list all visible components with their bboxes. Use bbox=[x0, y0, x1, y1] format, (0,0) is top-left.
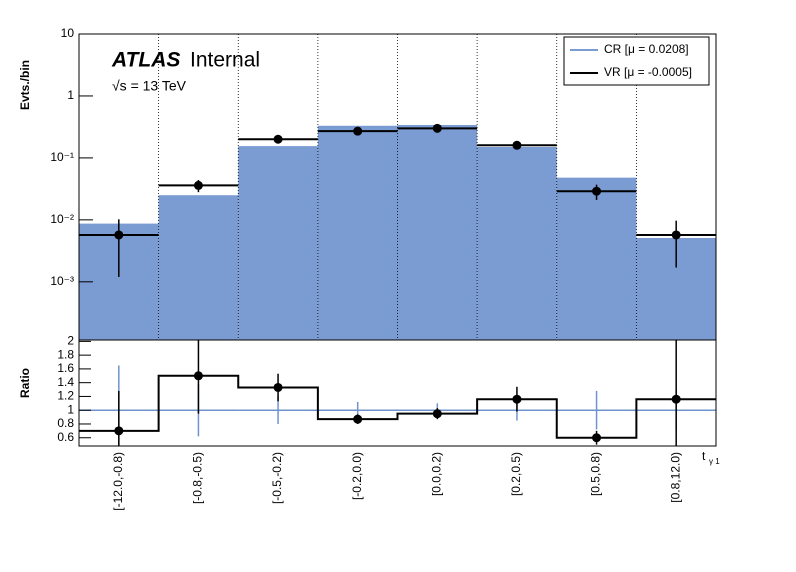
cr-bar bbox=[317, 125, 398, 340]
vr-point bbox=[273, 134, 283, 144]
vr-ratio-point bbox=[193, 371, 203, 381]
vr-ratio-step bbox=[79, 374, 716, 439]
x-axis-label-sub: γ 1 bbox=[709, 457, 720, 466]
vr-point bbox=[193, 180, 203, 190]
ratio-y-tick-label: 0.6 bbox=[57, 430, 74, 444]
vr-ratio-point bbox=[114, 426, 124, 436]
experiment-label: ATLAS bbox=[111, 49, 180, 72]
vr-ratio-point bbox=[671, 394, 681, 404]
x-tick-label: [0.8,12.0) bbox=[668, 452, 682, 503]
vr-point bbox=[512, 140, 522, 150]
status-label: Internal bbox=[190, 49, 260, 72]
vr-point bbox=[671, 230, 681, 240]
x-tick-label: [-0.8,-0.5) bbox=[191, 452, 205, 504]
ratio-y-tick-label: 1 bbox=[67, 402, 74, 416]
ratio-y-tick-label: 0.8 bbox=[57, 416, 74, 430]
vr-point bbox=[592, 186, 602, 196]
ratio-y-tick-label: 1.2 bbox=[57, 389, 74, 403]
cr-bar bbox=[556, 177, 637, 340]
ratio-axis-label: Ratio bbox=[18, 368, 32, 398]
ratio-y-tick-label: 1.4 bbox=[57, 375, 74, 389]
legend-box bbox=[563, 36, 710, 86]
vr-ratio-point bbox=[273, 382, 283, 392]
x-tick-label: [-0.2,0.0) bbox=[350, 452, 364, 500]
y-tick-label: 1 bbox=[67, 88, 74, 102]
x-tick-label: [-0.5,-0.2) bbox=[270, 452, 284, 504]
x-axis-label: t bbox=[702, 449, 706, 463]
ratio-y-tick-label: 1.8 bbox=[57, 347, 74, 361]
vr-point bbox=[353, 126, 363, 136]
vr-ratio-point bbox=[353, 414, 363, 424]
cr-bar bbox=[397, 124, 478, 340]
vr-point bbox=[114, 230, 124, 240]
legend-label: VR [μ = -0.0005] bbox=[604, 65, 692, 79]
legend-label: CR [μ = 0.0208] bbox=[604, 42, 689, 56]
vr-ratio-point bbox=[592, 433, 602, 443]
cr-bar bbox=[477, 146, 557, 340]
x-tick-label: [0.0,0.2) bbox=[429, 452, 443, 496]
y-tick-label: 10⁻² bbox=[50, 212, 74, 226]
y-tick-label: 10⁻¹ bbox=[50, 150, 74, 164]
x-tick-label: [0.5,0.8) bbox=[589, 452, 603, 496]
energy-label: √s = 13 TeV bbox=[112, 78, 187, 94]
cr-bar bbox=[238, 146, 318, 340]
vr-ratio-point bbox=[512, 394, 522, 404]
x-tick-label: [-12.0,-0.8) bbox=[111, 452, 125, 511]
cr-bar bbox=[158, 195, 239, 340]
ratio-y-tick-label: 1.6 bbox=[57, 361, 74, 375]
y-tick-label: 10 bbox=[61, 26, 75, 40]
y-tick-label: 10⁻³ bbox=[50, 274, 74, 288]
ratio-frame bbox=[78, 339, 717, 447]
ratio-y-tick-label: 2 bbox=[67, 334, 74, 348]
y-axis-label: Evts./bin bbox=[18, 60, 32, 110]
x-tick-label: [0.2,0.5) bbox=[509, 452, 523, 496]
vr-point bbox=[432, 123, 442, 133]
vr-ratio-point bbox=[432, 409, 442, 419]
